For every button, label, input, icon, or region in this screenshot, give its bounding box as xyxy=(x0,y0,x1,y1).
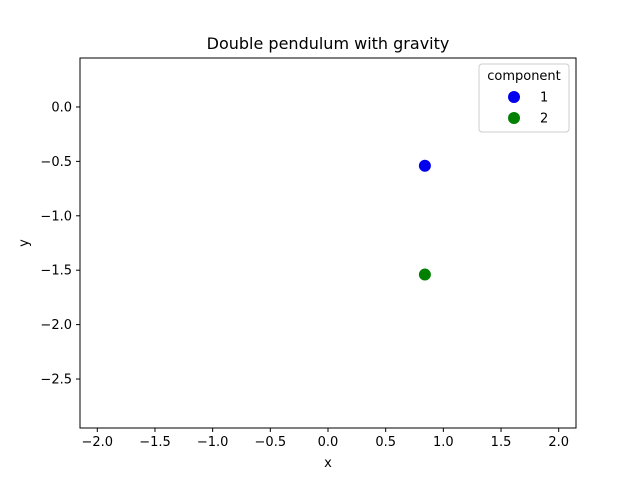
x-tick-label: 1.0 xyxy=(433,435,454,450)
legend-label: 1 xyxy=(540,91,548,106)
x-tick-label: 1.5 xyxy=(491,435,512,450)
chart-title: Double pendulum with gravity xyxy=(207,34,450,53)
legend-marker xyxy=(508,112,520,124)
x-axis-ticks: −2.0 −1.5 −1.0 −0.5 0.0 0.5 1.0 1.5 2.0 xyxy=(82,428,569,450)
y-axis-ticks: 0.0 −0.5 −1.0 −1.5 −2.0 −2.5 xyxy=(40,100,80,388)
y-tick-label: 0.0 xyxy=(51,100,72,115)
y-axis-label: y xyxy=(17,239,32,247)
y-tick-label: −2.0 xyxy=(40,318,72,333)
x-tick-label: −2.0 xyxy=(82,435,114,450)
legend: component 12 xyxy=(478,63,570,133)
x-axis-label: x xyxy=(324,456,332,471)
x-tick-label: 0.0 xyxy=(318,435,339,450)
y-tick-label: −1.0 xyxy=(40,209,72,224)
legend-label: 2 xyxy=(540,112,548,127)
legend-box xyxy=(478,63,570,133)
y-tick-label: −0.5 xyxy=(40,155,72,170)
x-tick-label: 0.5 xyxy=(375,435,396,450)
y-tick-label: −1.5 xyxy=(40,264,72,279)
data-points xyxy=(418,159,431,281)
legend-title: component xyxy=(487,69,561,84)
legend-items: 12 xyxy=(508,91,548,127)
x-tick-label: −1.0 xyxy=(197,435,229,450)
x-tick-label: −0.5 xyxy=(255,435,287,450)
legend-marker xyxy=(508,91,520,103)
y-tick-label: −2.5 xyxy=(40,373,72,388)
data-point-component-1 xyxy=(418,159,431,172)
x-tick-label: −1.5 xyxy=(139,435,171,450)
data-point-component-2 xyxy=(418,268,431,281)
x-tick-label: 2.0 xyxy=(548,435,569,450)
